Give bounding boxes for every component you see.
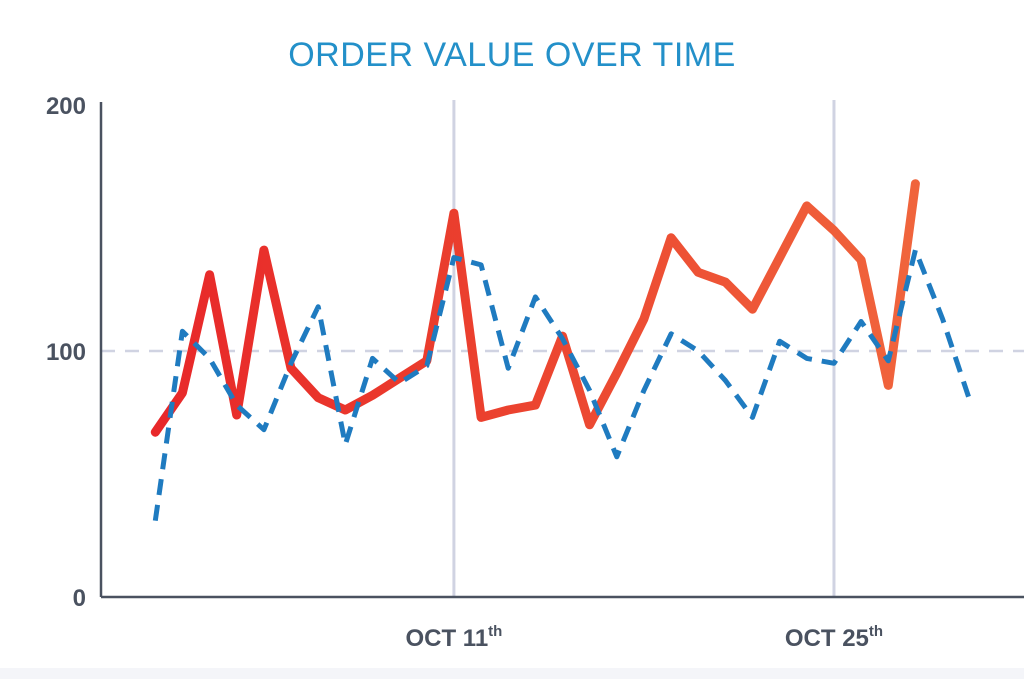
y-tick-label: 0 xyxy=(73,585,86,612)
dashed-series-point xyxy=(697,350,699,352)
x-tick-suffix: th xyxy=(488,623,502,640)
dashed-series-point xyxy=(969,399,971,401)
y-tick-label: 200 xyxy=(46,93,86,120)
x-tick-label: OCT 11th xyxy=(405,623,502,652)
x-tick-suffix: th xyxy=(869,623,883,640)
axes xyxy=(99,102,1024,599)
dashed-series-point xyxy=(344,443,346,445)
y-tick-label: 100 xyxy=(46,339,86,366)
y-tick-labels: 0 100 200 xyxy=(46,93,86,612)
x-tick-labels: OCT 11th OCT 25th xyxy=(405,623,883,652)
series-line-solid xyxy=(150,179,920,437)
grid-lines xyxy=(452,100,836,597)
chart-title: ORDER VALUE OVER TIME xyxy=(288,36,736,74)
dashed-series-point xyxy=(209,357,211,359)
series-lines xyxy=(150,179,973,522)
series-line-dashed xyxy=(152,247,973,522)
x-tick-label: OCT 25th xyxy=(785,623,883,652)
